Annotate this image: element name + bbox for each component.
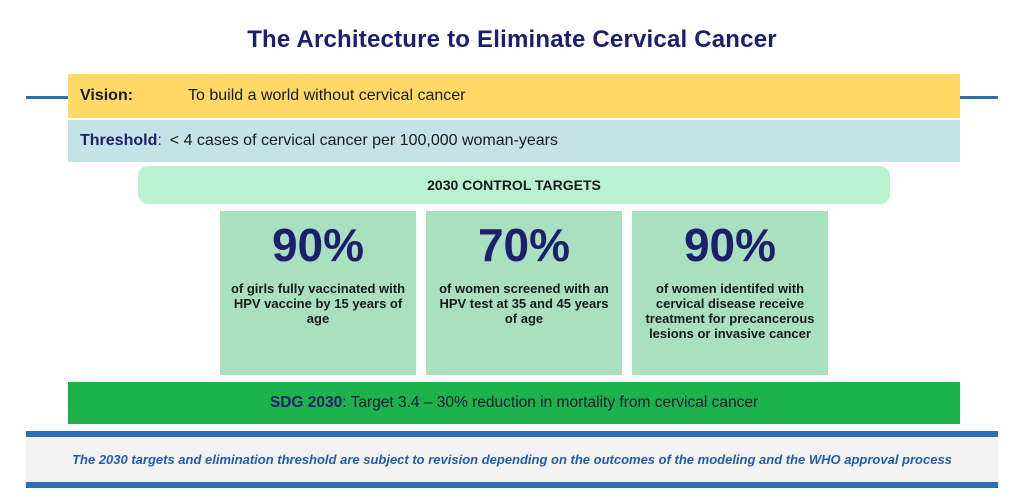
- decorative-rule-right: [960, 96, 998, 99]
- threshold-text: < 4 cases of cervical cancer per 100,000…: [169, 132, 558, 149]
- target-description: of girls fully vaccinated with HPV vacci…: [230, 281, 406, 326]
- target-box-vaccination: 90% of girls fully vaccinated with HPV v…: [220, 211, 416, 375]
- target-box-treatment: 90% of women identifed with cervical dis…: [632, 211, 828, 375]
- footnote-bottom-bar: [26, 482, 998, 488]
- threshold-label: Threshold: [80, 132, 158, 149]
- sdg-text: : Target 3.4 – 30% reduction in mortalit…: [342, 394, 759, 411]
- control-targets-heading: 2030 CONTROL TARGETS: [138, 166, 890, 204]
- vision-text: To build a world without cervical cancer: [188, 87, 466, 104]
- sdg-label: SDG 2030: [269, 394, 343, 411]
- target-percent: 70%: [477, 219, 571, 271]
- threshold-row: Threshold : < 4 cases of cervical cancer…: [68, 120, 960, 162]
- decorative-rule-left: [26, 96, 70, 99]
- footnote-top-bar: [26, 431, 998, 437]
- target-percent: 90%: [271, 219, 365, 271]
- vision-row: Vision: To build a world without cervica…: [68, 74, 960, 118]
- sdg-row: SDG 2030 : Target 3.4 – 30% reduction in…: [68, 382, 960, 424]
- page-title: The Architecture to Eliminate Cervical C…: [247, 26, 777, 53]
- threshold-colon: :: [157, 132, 162, 149]
- target-description: of women screened with an HPV test at 35…: [439, 281, 609, 326]
- target-percent: 90%: [683, 219, 777, 271]
- footnote-text: The 2030 targets and elimination thresho…: [72, 452, 952, 467]
- footnote-box: The 2030 targets and elimination thresho…: [26, 437, 998, 482]
- target-box-screening: 70% of women screened with an HPV test a…: [426, 211, 622, 375]
- target-description: of women identifed with cervical disease…: [645, 281, 815, 341]
- vision-label: Vision:: [80, 87, 134, 104]
